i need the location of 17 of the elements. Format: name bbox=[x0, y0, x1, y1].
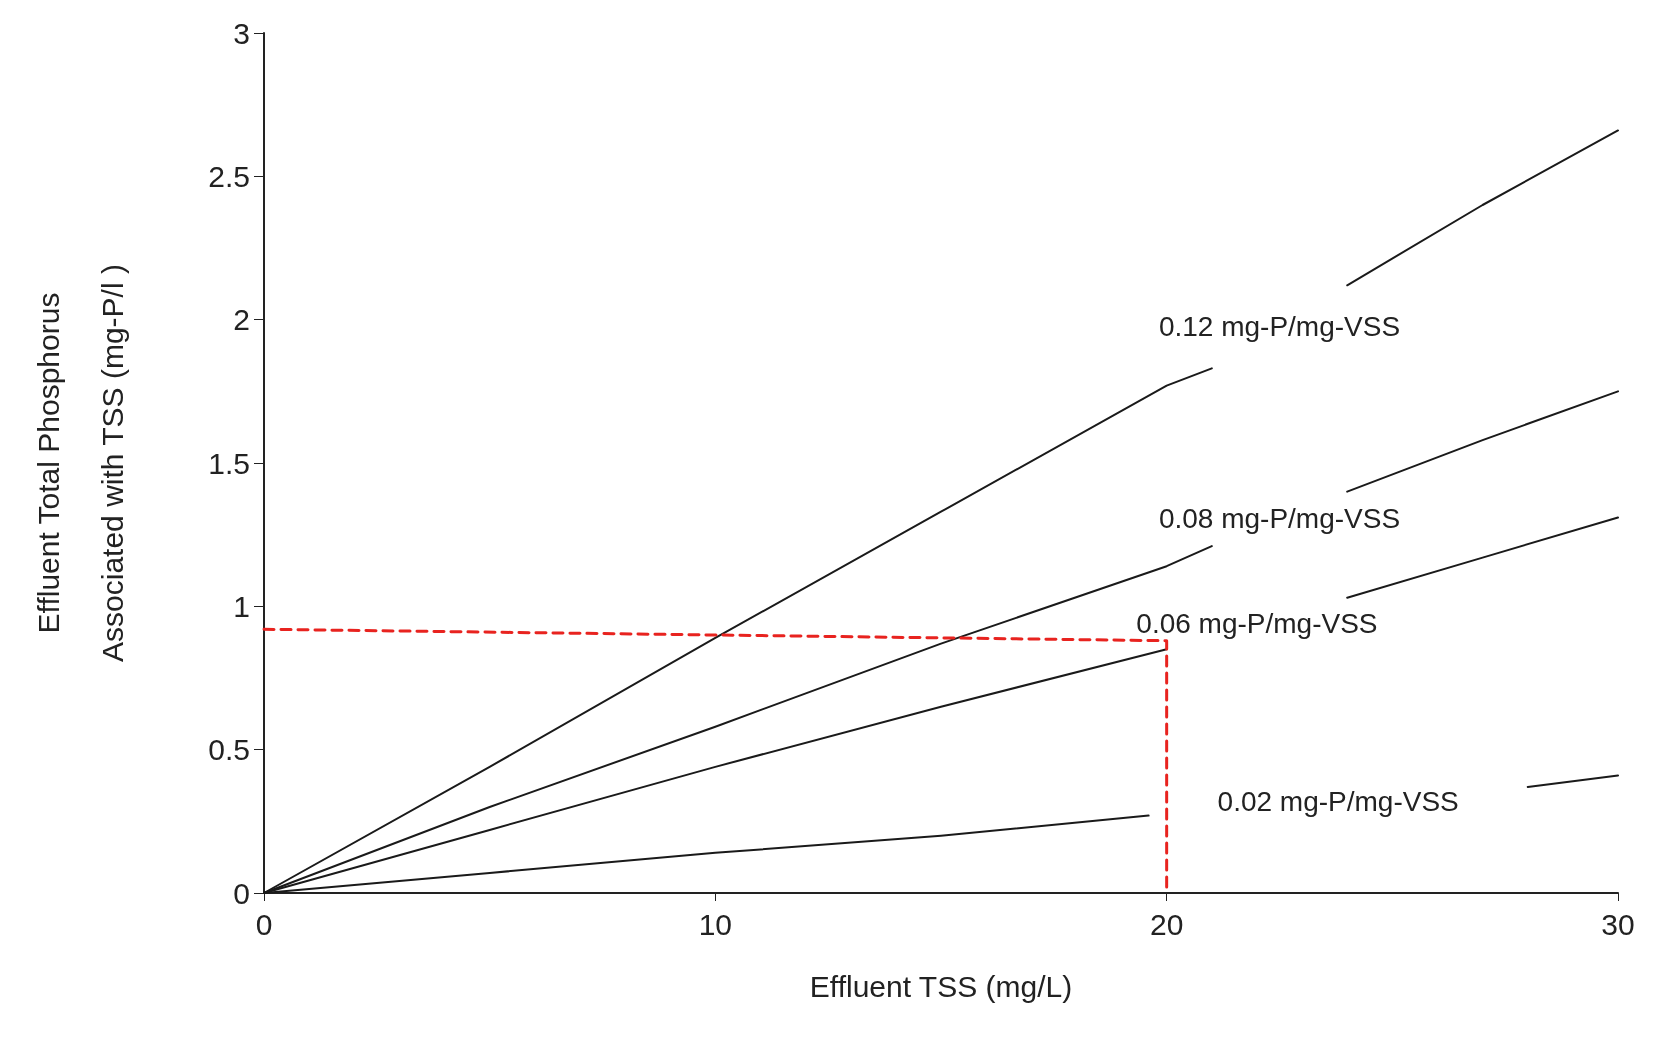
y-tick-label: 3 bbox=[233, 16, 250, 50]
x-axis-title: Effluent TSS (mg/L) bbox=[809, 969, 1073, 1003]
y-tick-label: 2.5 bbox=[208, 159, 250, 193]
x-tick-label: 20 bbox=[1149, 907, 1184, 941]
y-tick-label: 0.5 bbox=[208, 733, 250, 767]
y-tick-label: 1.5 bbox=[208, 446, 250, 480]
y-tick-label: 2 bbox=[233, 303, 250, 337]
y-axis-title: Effluent Total Phosphorus Associated with TSS (mg-P/l ) bbox=[31, 264, 129, 662]
y-tick-label: 1 bbox=[233, 589, 250, 623]
x-tick-label: 30 bbox=[1601, 907, 1635, 941]
x-tick-label: 10 bbox=[698, 907, 733, 941]
series-label: 0.12 mg-P/mg-VSS bbox=[1158, 311, 1401, 343]
x-tick-label: 0 bbox=[255, 907, 273, 941]
y-tick-label: 0 bbox=[233, 876, 250, 910]
series-label: 0.08 mg-P/mg-VSS bbox=[1158, 503, 1401, 535]
series-label: 0.06 mg-P/mg-VSS bbox=[1136, 608, 1378, 640]
text: 0.02 mg-P/mg-VSS bbox=[1217, 785, 1459, 817]
